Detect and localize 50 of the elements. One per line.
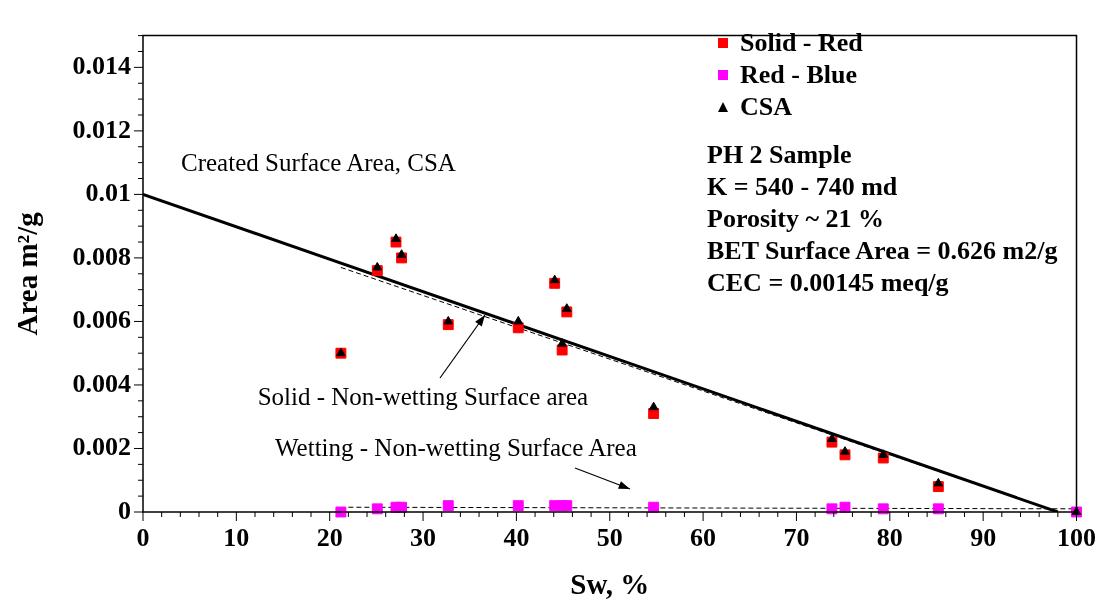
y-tick-label: 0.002 (72, 432, 131, 462)
annotation: Solid - Non-wetting Surface area (257, 382, 589, 413)
point (557, 338, 567, 347)
point (372, 261, 383, 271)
x-tick-label: 0 (136, 523, 150, 553)
annotation: K = 540 - 740 md (707, 171, 899, 203)
x-tick-label: 90 (970, 523, 997, 553)
x-tick-label: 10 (223, 523, 250, 553)
point (933, 477, 944, 487)
x-tick-label: 40 (503, 523, 530, 553)
y-axis-title: Area m²/g (10, 211, 43, 336)
point (443, 315, 454, 325)
point (561, 303, 572, 312)
x-tick-label: 100 (1057, 523, 1096, 553)
y-tick-label: 0.014 (72, 51, 131, 81)
x-tick-label: 50 (596, 523, 623, 553)
annotation: Created Surface Area, CSA (181, 148, 456, 178)
y-tick-label: 0.012 (72, 114, 131, 144)
point (391, 233, 401, 242)
x-axis-title: Sw, % (570, 568, 650, 601)
x-tick-label: 30 (410, 523, 437, 553)
y-tick-label: 0.004 (72, 368, 131, 398)
annotation: Wetting - Non-wetting Surface Area (275, 433, 637, 463)
annotation: CEC = 0.00145 meq/g (707, 267, 950, 299)
legend-label: Solid - Red (740, 28, 863, 58)
y-tick-label: 0.006 (72, 305, 131, 335)
point (648, 401, 659, 411)
legend-label: CSA (740, 92, 793, 122)
y-tick-label: 0.01 (85, 178, 131, 208)
point (549, 274, 560, 284)
point (513, 315, 524, 325)
annotation: BET Surface Area = 0.626 m2/g (707, 235, 1058, 267)
point (561, 500, 573, 512)
point (878, 449, 889, 458)
point (442, 500, 454, 512)
point (826, 503, 838, 515)
x-tick-label: 80 (876, 523, 903, 553)
y-tick-label: 0.008 (72, 241, 131, 271)
point (335, 506, 347, 518)
annotation: PH 2 Sample (707, 139, 853, 171)
point (396, 249, 407, 258)
annotation: Porosity ~ 21 % (707, 203, 885, 235)
x-tick-label: 70 (783, 523, 810, 553)
x-tick-label: 60 (690, 523, 717, 553)
point (839, 501, 851, 513)
point (840, 446, 850, 455)
y-tick-label: 0 (118, 495, 131, 525)
point (512, 500, 524, 512)
x-tick-label: 20 (316, 523, 343, 553)
legend-label: Red - Blue (740, 60, 857, 90)
